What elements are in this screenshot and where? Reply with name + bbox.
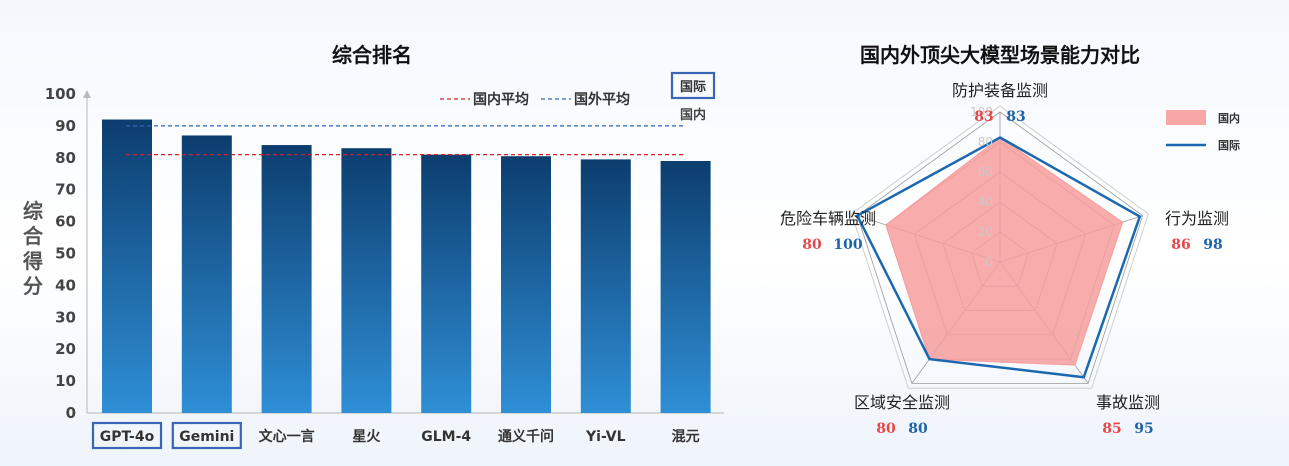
- category-label: 通义千问: [498, 428, 554, 445]
- category-label: GLM-4: [421, 429, 471, 445]
- radar-axis-label: 危险车辆监测: [780, 209, 876, 228]
- radar-legend-domestic-swatch: [1166, 110, 1206, 125]
- radar-tick-label: 20: [978, 225, 993, 239]
- radar-legend-international-label: 国际: [1218, 138, 1240, 152]
- radar-legend-domestic-label: 国内: [1218, 111, 1240, 125]
- y-axis-label: 综合得分: [22, 199, 44, 298]
- radar-value-domestic: 80: [802, 237, 822, 253]
- radar-value-international: 98: [1203, 237, 1222, 253]
- international-avg-legend-label: 国外平均: [574, 91, 630, 108]
- category-label: 混元: [672, 429, 700, 445]
- radar-series-domestic: [885, 136, 1124, 366]
- y-tick-label: 100: [45, 85, 76, 103]
- radar-tick-label: 80: [978, 135, 993, 149]
- bar-chart: 综合排名 综合得分 0 10 20 30 40 50 60 70 80 90 100 GPT-4o Ge…: [22, 43, 724, 450]
- y-tick-label: 60: [55, 213, 76, 231]
- international-group-box: [670, 71, 716, 100]
- bar: [102, 119, 152, 414]
- domestic-avg-legend-label: 国内平均: [473, 91, 529, 108]
- radar-value-domestic: 80: [876, 421, 896, 437]
- international-group-label: 国际: [680, 80, 706, 95]
- radar-axis-label: 区域安全监测: [854, 393, 950, 412]
- y-tick-label: 0: [66, 404, 76, 422]
- bar: [261, 145, 312, 414]
- radar-value-domestic: 83: [974, 109, 993, 125]
- radar-grid-ring: [856, 111, 1144, 384]
- category-label: 星火: [352, 429, 381, 445]
- radar-value-international: 100: [833, 237, 862, 253]
- radar-tick-label: 60: [978, 165, 993, 179]
- highlight-box: [171, 421, 242, 450]
- domestic-group-label: 国内: [680, 107, 706, 123]
- bar: [660, 160, 711, 413]
- category-label: Yi-VL: [585, 429, 626, 445]
- y-tick-label: 20: [55, 340, 76, 358]
- y-tick-label: 80: [55, 149, 76, 167]
- radar-value-domestic: 86: [1171, 237, 1190, 253]
- category-label: Gemini: [179, 429, 234, 445]
- category-label: GPT-4o: [100, 429, 155, 445]
- radar-value-domestic: 85: [1102, 421, 1121, 437]
- y-tick-label: 90: [55, 117, 76, 135]
- bar: [580, 159, 631, 413]
- y-tick-label: 70: [55, 181, 76, 199]
- radar-chart: 国内外顶尖大模型场景能力对比 0 20 40 60 80 100 防护装备监测 83 83 行为监…: [780, 43, 1240, 437]
- radar-value-international: 83: [1006, 109, 1025, 125]
- radar-tick-label: 40: [978, 195, 993, 209]
- radar-value-international: 95: [1134, 421, 1153, 437]
- highlight-box: [91, 421, 163, 450]
- radar-chart-title: 国内外顶尖大模型场景能力对比: [860, 43, 1140, 67]
- bar-chart-title: 综合排名: [332, 43, 412, 67]
- radar-tick-label: 100: [970, 105, 993, 119]
- y-axis-arrow: [83, 90, 91, 98]
- y-tick-label: 10: [55, 372, 76, 390]
- bar: [421, 154, 472, 414]
- radar-axis-label: 事故监测: [1096, 393, 1160, 412]
- bar: [341, 148, 392, 414]
- radar-axis-label: 防护装备监测: [952, 81, 1048, 100]
- bar: [501, 156, 551, 413]
- category-label: 文心一言: [259, 428, 315, 445]
- radar-outer-ring: [851, 105, 1149, 389]
- radar-value-international: 80: [908, 421, 928, 437]
- y-tick-label: 30: [55, 308, 76, 326]
- radar-series-international: [855, 136, 1142, 379]
- radar-tick-label: 0: [985, 255, 993, 269]
- y-tick-label: 40: [55, 276, 76, 294]
- radar-axis-label: 行为监测: [1165, 209, 1229, 228]
- y-tick-label: 50: [55, 245, 76, 263]
- bar: [181, 135, 232, 413]
